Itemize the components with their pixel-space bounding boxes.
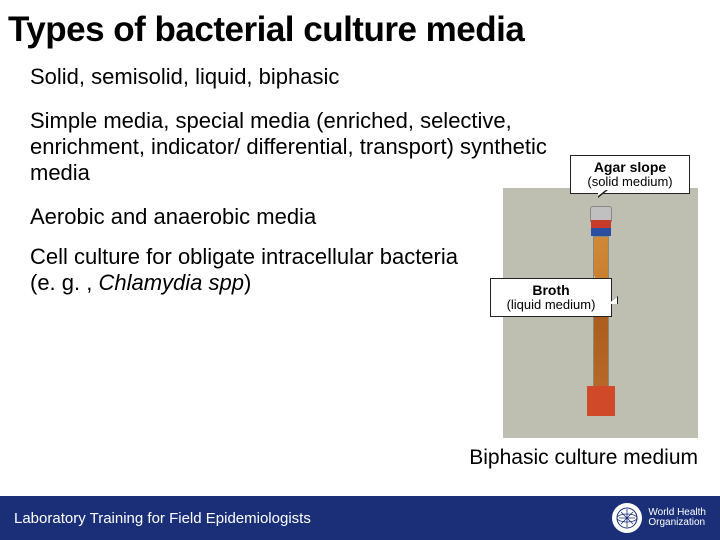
callout-agar-sub: (solid medium) (577, 175, 683, 190)
callout-broth-tail-fill (608, 297, 617, 304)
footer-bar: Laboratory Training for Field Epidemiolo… (0, 496, 720, 540)
callout-agar: Agar slope (solid medium) (570, 155, 690, 194)
photo-caption: Biphasic culture medium (469, 446, 698, 470)
paragraph-4-c: ) (244, 270, 251, 295)
paragraph-4-italic: Chlamydia spp (98, 270, 244, 295)
footer-text: Laboratory Training for Field Epidemiolo… (14, 510, 311, 527)
slide: Types of bacterial culture media Solid, … (0, 0, 720, 540)
callout-broth-sub: (liquid medium) (497, 298, 605, 313)
tube-label (587, 386, 615, 416)
paragraph-4: Cell culture for obligate intracellular … (30, 244, 460, 297)
callout-agar-title: Agar slope (577, 159, 683, 175)
tube-band-blue (591, 228, 611, 236)
slide-title: Types of bacterial culture media (0, 0, 720, 50)
who-logo-icon (612, 503, 642, 533)
who-badge: World Health Organization (612, 503, 706, 533)
tube-band-red (591, 220, 611, 228)
paragraph-2: Simple media, special media (enriched, s… (30, 108, 590, 186)
callout-agar-tail-fill (598, 189, 607, 196)
callout-broth: Broth (liquid medium) (490, 278, 612, 317)
who-text: World Health Organization (648, 508, 706, 529)
who-line2: Organization (648, 518, 706, 529)
paragraph-1: Solid, semisolid, liquid, biphasic (30, 64, 694, 90)
callout-broth-title: Broth (497, 282, 605, 298)
